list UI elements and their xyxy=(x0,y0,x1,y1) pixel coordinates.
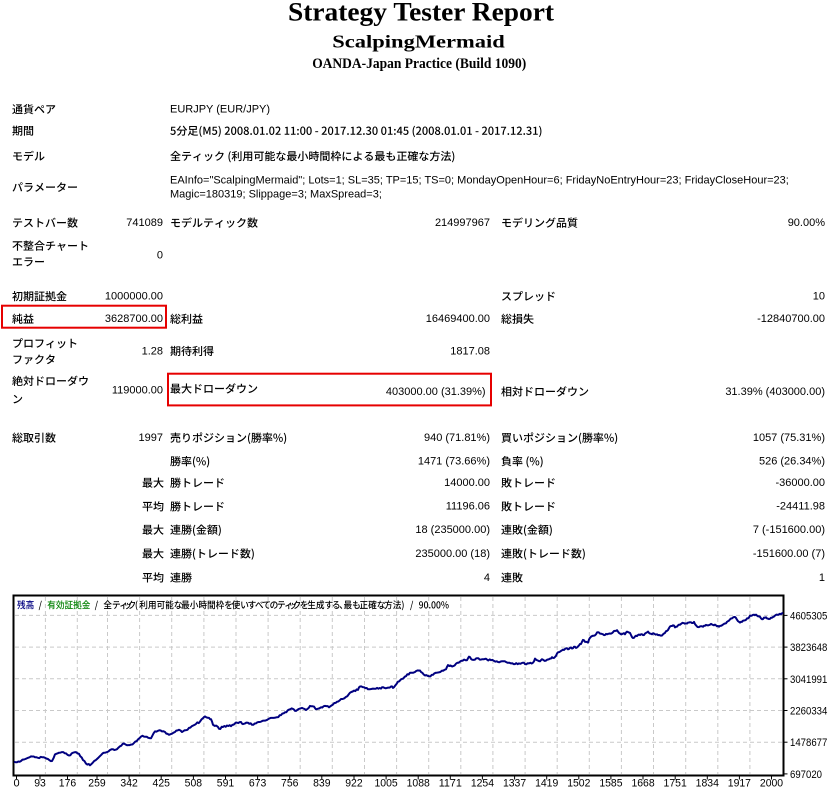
svg-text:-12840700.00: -12840700.00 xyxy=(757,313,825,325)
svg-text:7 (-151600.00): 7 (-151600.00) xyxy=(753,524,825,536)
svg-text:2000: 2000 xyxy=(760,778,783,790)
svg-text:3823648: 3823648 xyxy=(790,642,827,654)
svg-text:1668: 1668 xyxy=(631,778,654,790)
svg-text:342: 342 xyxy=(120,778,137,790)
svg-text:3628700.00: 3628700.00 xyxy=(105,313,163,325)
svg-text:16469400.00: 16469400.00 xyxy=(426,313,490,325)
svg-text:673: 673 xyxy=(249,778,266,790)
svg-text:526 (26.34%): 526 (26.34%) xyxy=(759,456,825,468)
svg-text:1502: 1502 xyxy=(567,778,590,790)
svg-text:18 (235000.00): 18 (235000.00) xyxy=(415,524,490,536)
svg-text:EURJPY (EUR/JPY): EURJPY (EUR/JPY) xyxy=(170,104,270,116)
svg-text:1.28: 1.28 xyxy=(142,345,163,357)
svg-text:14000.00: 14000.00 xyxy=(444,477,490,489)
svg-text:93: 93 xyxy=(34,778,46,790)
svg-text:OANDA-Japan Practice (Build 10: OANDA-Japan Practice (Build 1090) xyxy=(312,56,526,72)
svg-text:214997967: 214997967 xyxy=(435,217,490,229)
svg-text:1997: 1997 xyxy=(139,432,163,444)
svg-text:591: 591 xyxy=(217,778,234,790)
svg-text:403000.00 (31.39%): 403000.00 (31.39%) xyxy=(386,386,486,398)
svg-text:1585: 1585 xyxy=(599,778,622,790)
svg-text:2260334: 2260334 xyxy=(790,706,827,718)
svg-text:1917: 1917 xyxy=(728,778,751,790)
svg-text:697020: 697020 xyxy=(790,769,822,781)
svg-text:-24411.98: -24411.98 xyxy=(776,501,825,513)
svg-text:1751: 1751 xyxy=(664,778,687,790)
svg-text:1005: 1005 xyxy=(374,778,397,790)
svg-text:1478677: 1478677 xyxy=(790,737,827,749)
svg-text:-36000.00: -36000.00 xyxy=(775,477,825,489)
svg-text:1834: 1834 xyxy=(696,778,719,790)
svg-text:756: 756 xyxy=(281,778,298,790)
svg-text:176: 176 xyxy=(59,778,76,790)
svg-text:Strategy Tester Report: Strategy Tester Report xyxy=(288,0,554,27)
svg-text:119000.00: 119000.00 xyxy=(112,385,163,397)
svg-text:1000000.00: 1000000.00 xyxy=(105,291,163,303)
svg-text:10: 10 xyxy=(813,291,825,303)
svg-text:Magic=180319; Slippage=3; MaxS: Magic=180319; Slippage=3; MaxSpread=3; xyxy=(170,189,382,201)
svg-text:0: 0 xyxy=(13,778,19,790)
svg-text:1171: 1171 xyxy=(439,778,462,790)
svg-text:940 (71.81%): 940 (71.81%) xyxy=(424,432,490,444)
svg-text:4: 4 xyxy=(484,572,490,584)
svg-text:EAInfo="ScalpingMermaid"; Lots: EAInfo="ScalpingMermaid"; Lots=1; SL=35;… xyxy=(170,174,789,186)
svg-text:31.39% (403000.00): 31.39% (403000.00) xyxy=(725,386,825,398)
svg-text:839: 839 xyxy=(313,778,330,790)
svg-text:1254: 1254 xyxy=(471,778,494,790)
svg-text:1337: 1337 xyxy=(503,778,526,790)
svg-text:90.00%: 90.00% xyxy=(788,217,826,229)
svg-text:-151600.00 (7): -151600.00 (7) xyxy=(753,548,825,560)
svg-text:1419: 1419 xyxy=(535,778,558,790)
svg-text:922: 922 xyxy=(345,778,362,790)
svg-text:4605305: 4605305 xyxy=(790,610,827,622)
svg-text:259: 259 xyxy=(88,778,105,790)
svg-text:1471 (73.66%): 1471 (73.66%) xyxy=(418,456,490,468)
svg-text:1817.08: 1817.08 xyxy=(450,345,490,357)
svg-text:425: 425 xyxy=(153,778,170,790)
svg-text:235000.00 (18): 235000.00 (18) xyxy=(415,548,490,560)
svg-text:741089: 741089 xyxy=(126,217,163,229)
svg-text:1088: 1088 xyxy=(407,778,430,790)
svg-text:ScalpingMermaid: ScalpingMermaid xyxy=(332,32,505,52)
svg-text:1: 1 xyxy=(819,572,825,584)
svg-text:0: 0 xyxy=(157,250,163,262)
svg-text:11196.06: 11196.06 xyxy=(446,501,490,513)
svg-text:508: 508 xyxy=(185,778,202,790)
svg-text:3041991: 3041991 xyxy=(790,674,827,686)
svg-text:1057 (75.31%): 1057 (75.31%) xyxy=(753,432,825,444)
